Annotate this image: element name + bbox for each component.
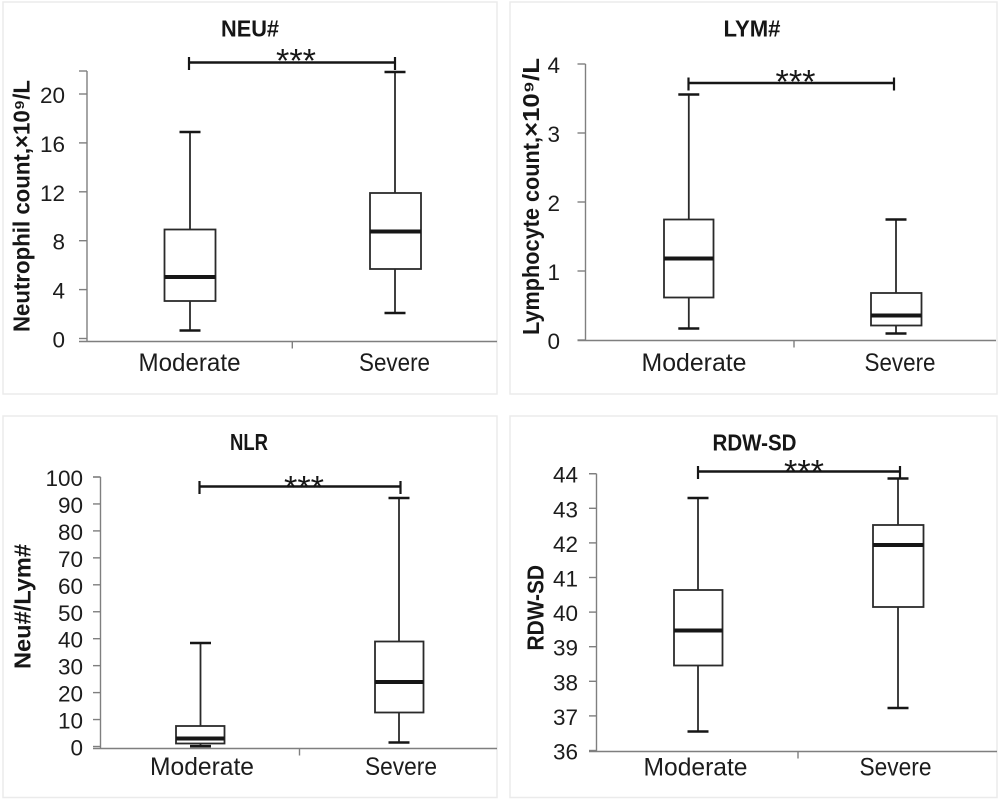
svg-text:RDW-SD: RDW-SD [523, 565, 549, 651]
svg-text:38: 38 [553, 670, 578, 695]
svg-text:3: 3 [547, 122, 560, 147]
svg-text:4: 4 [547, 53, 560, 78]
svg-text:Severe: Severe [865, 349, 936, 377]
svg-text:0: 0 [70, 736, 83, 761]
svg-text:90: 90 [58, 493, 83, 518]
svg-text:70: 70 [58, 547, 83, 572]
svg-text:Neutrophil count,×10⁹/L: Neutrophil count,×10⁹/L [9, 80, 35, 332]
svg-text:60: 60 [58, 574, 83, 599]
svg-text:NLR: NLR [230, 429, 268, 455]
svg-text:39: 39 [553, 636, 578, 661]
svg-text:RDW-SD: RDW-SD [713, 430, 797, 456]
svg-text:Severe: Severe [860, 754, 932, 782]
svg-text:Moderate: Moderate [642, 349, 747, 377]
svg-text:20: 20 [58, 682, 83, 707]
svg-text:10: 10 [58, 709, 83, 734]
svg-text:Lymphocyte count,×10⁹/L: Lymphocyte count,×10⁹/L [518, 58, 544, 335]
svg-text:LYM#: LYM# [724, 16, 781, 42]
svg-text:30: 30 [58, 655, 83, 680]
svg-text:Neu#/Lym#: Neu#/Lym# [10, 544, 36, 669]
svg-text:100: 100 [45, 466, 83, 491]
svg-text:42: 42 [553, 532, 578, 557]
svg-text:16: 16 [40, 132, 65, 157]
svg-text:1: 1 [547, 260, 560, 285]
svg-text:50: 50 [58, 601, 83, 626]
svg-text:***: *** [284, 469, 324, 506]
svg-text:Severe: Severe [365, 753, 437, 781]
svg-text:Moderate: Moderate [139, 349, 241, 377]
svg-text:4: 4 [52, 279, 65, 304]
svg-text:0: 0 [547, 329, 560, 354]
svg-text:43: 43 [553, 497, 578, 522]
svg-text:80: 80 [58, 520, 83, 545]
svg-text:2: 2 [547, 191, 560, 216]
svg-text:0: 0 [52, 328, 65, 353]
svg-text:8: 8 [52, 230, 65, 255]
svg-text:12: 12 [40, 181, 65, 206]
svg-text:Moderate: Moderate [150, 753, 254, 781]
svg-text:Severe: Severe [359, 349, 430, 377]
svg-text:36: 36 [553, 740, 578, 765]
svg-text:40: 40 [553, 601, 578, 626]
svg-text:Moderate: Moderate [644, 754, 748, 782]
svg-text:20: 20 [40, 83, 65, 108]
svg-text:NEU#: NEU# [221, 16, 279, 42]
svg-text:***: *** [784, 453, 824, 490]
svg-text:41: 41 [553, 567, 578, 592]
svg-text:***: *** [276, 42, 316, 79]
svg-text:44: 44 [553, 463, 578, 488]
svg-text:37: 37 [553, 705, 578, 730]
svg-text:40: 40 [58, 628, 83, 653]
svg-text:***: *** [776, 63, 816, 100]
